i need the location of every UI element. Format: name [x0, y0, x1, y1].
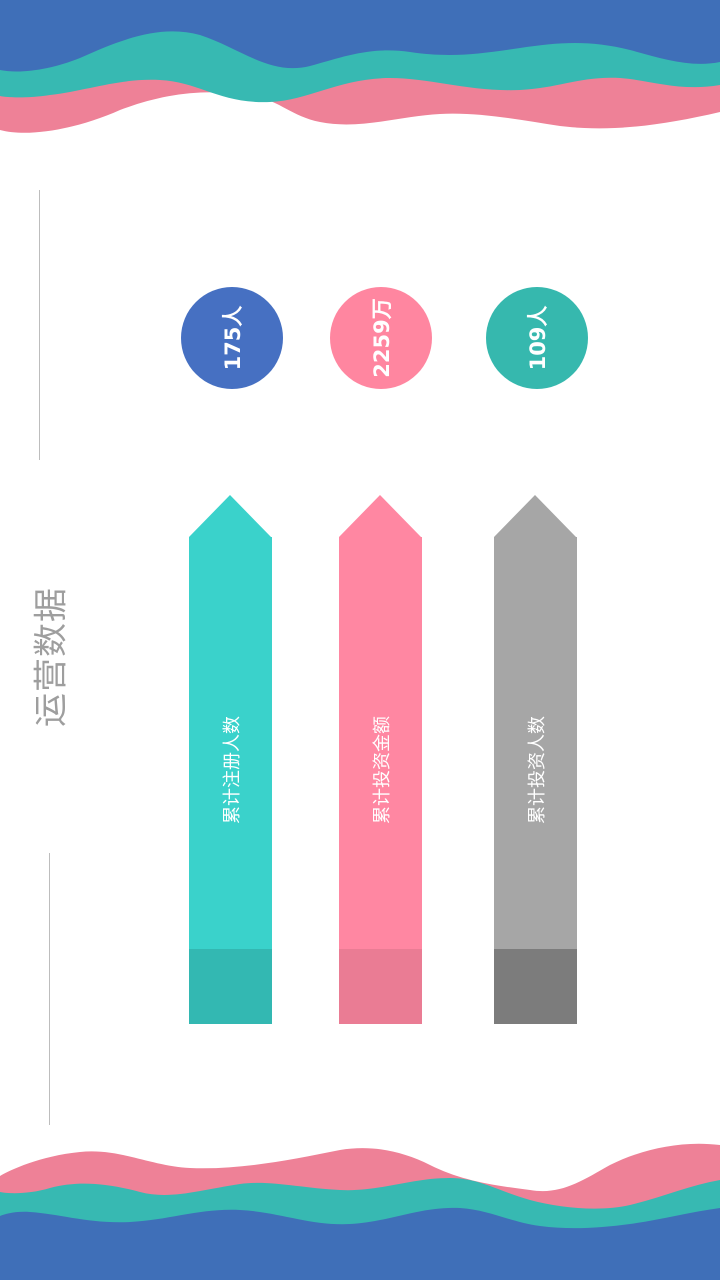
- page-title: 运营数据: [31, 587, 72, 727]
- metric-label-investment-amount: 累计投资金额: [371, 716, 393, 824]
- stat-circle-investors: 109人: [486, 287, 588, 389]
- stat-value-registered-users: 175人: [221, 305, 245, 371]
- bottom-wave-blue: [0, 1207, 720, 1280]
- arrow-body: [339, 537, 422, 949]
- arrow-base: [494, 949, 577, 1024]
- arrow-card-investors: 累计投资人数: [494, 495, 577, 1024]
- stat-circle-investment-amount: 2259万: [330, 287, 432, 389]
- arrow-body: [494, 537, 577, 949]
- arrow-head: [494, 495, 576, 537]
- stat-circle-registered-users: 175人: [181, 287, 283, 389]
- top-wave-decoration: [0, 0, 720, 133]
- arrow-card-investment-amount: 累计投资金额: [339, 495, 422, 1024]
- metric-label-investors: 累计投资人数: [526, 716, 548, 824]
- arrow-base: [189, 949, 272, 1024]
- metric-label-registered-users: 累计注册人数: [221, 716, 243, 824]
- title-divider-lower: [49, 853, 50, 1125]
- top-wave-blue: [0, 0, 720, 72]
- arrow-base: [339, 949, 422, 1024]
- bottom-wave-decoration: [0, 1143, 720, 1280]
- stat-value-investors: 109人: [526, 305, 550, 371]
- arrow-card-registered-users: 累计注册人数: [189, 495, 272, 1024]
- arrow-head: [189, 495, 271, 537]
- arrow-body: [189, 537, 272, 949]
- arrow-head: [339, 495, 421, 537]
- stat-value-investment-amount: 2259万: [370, 298, 394, 378]
- title-divider-upper: [39, 190, 40, 460]
